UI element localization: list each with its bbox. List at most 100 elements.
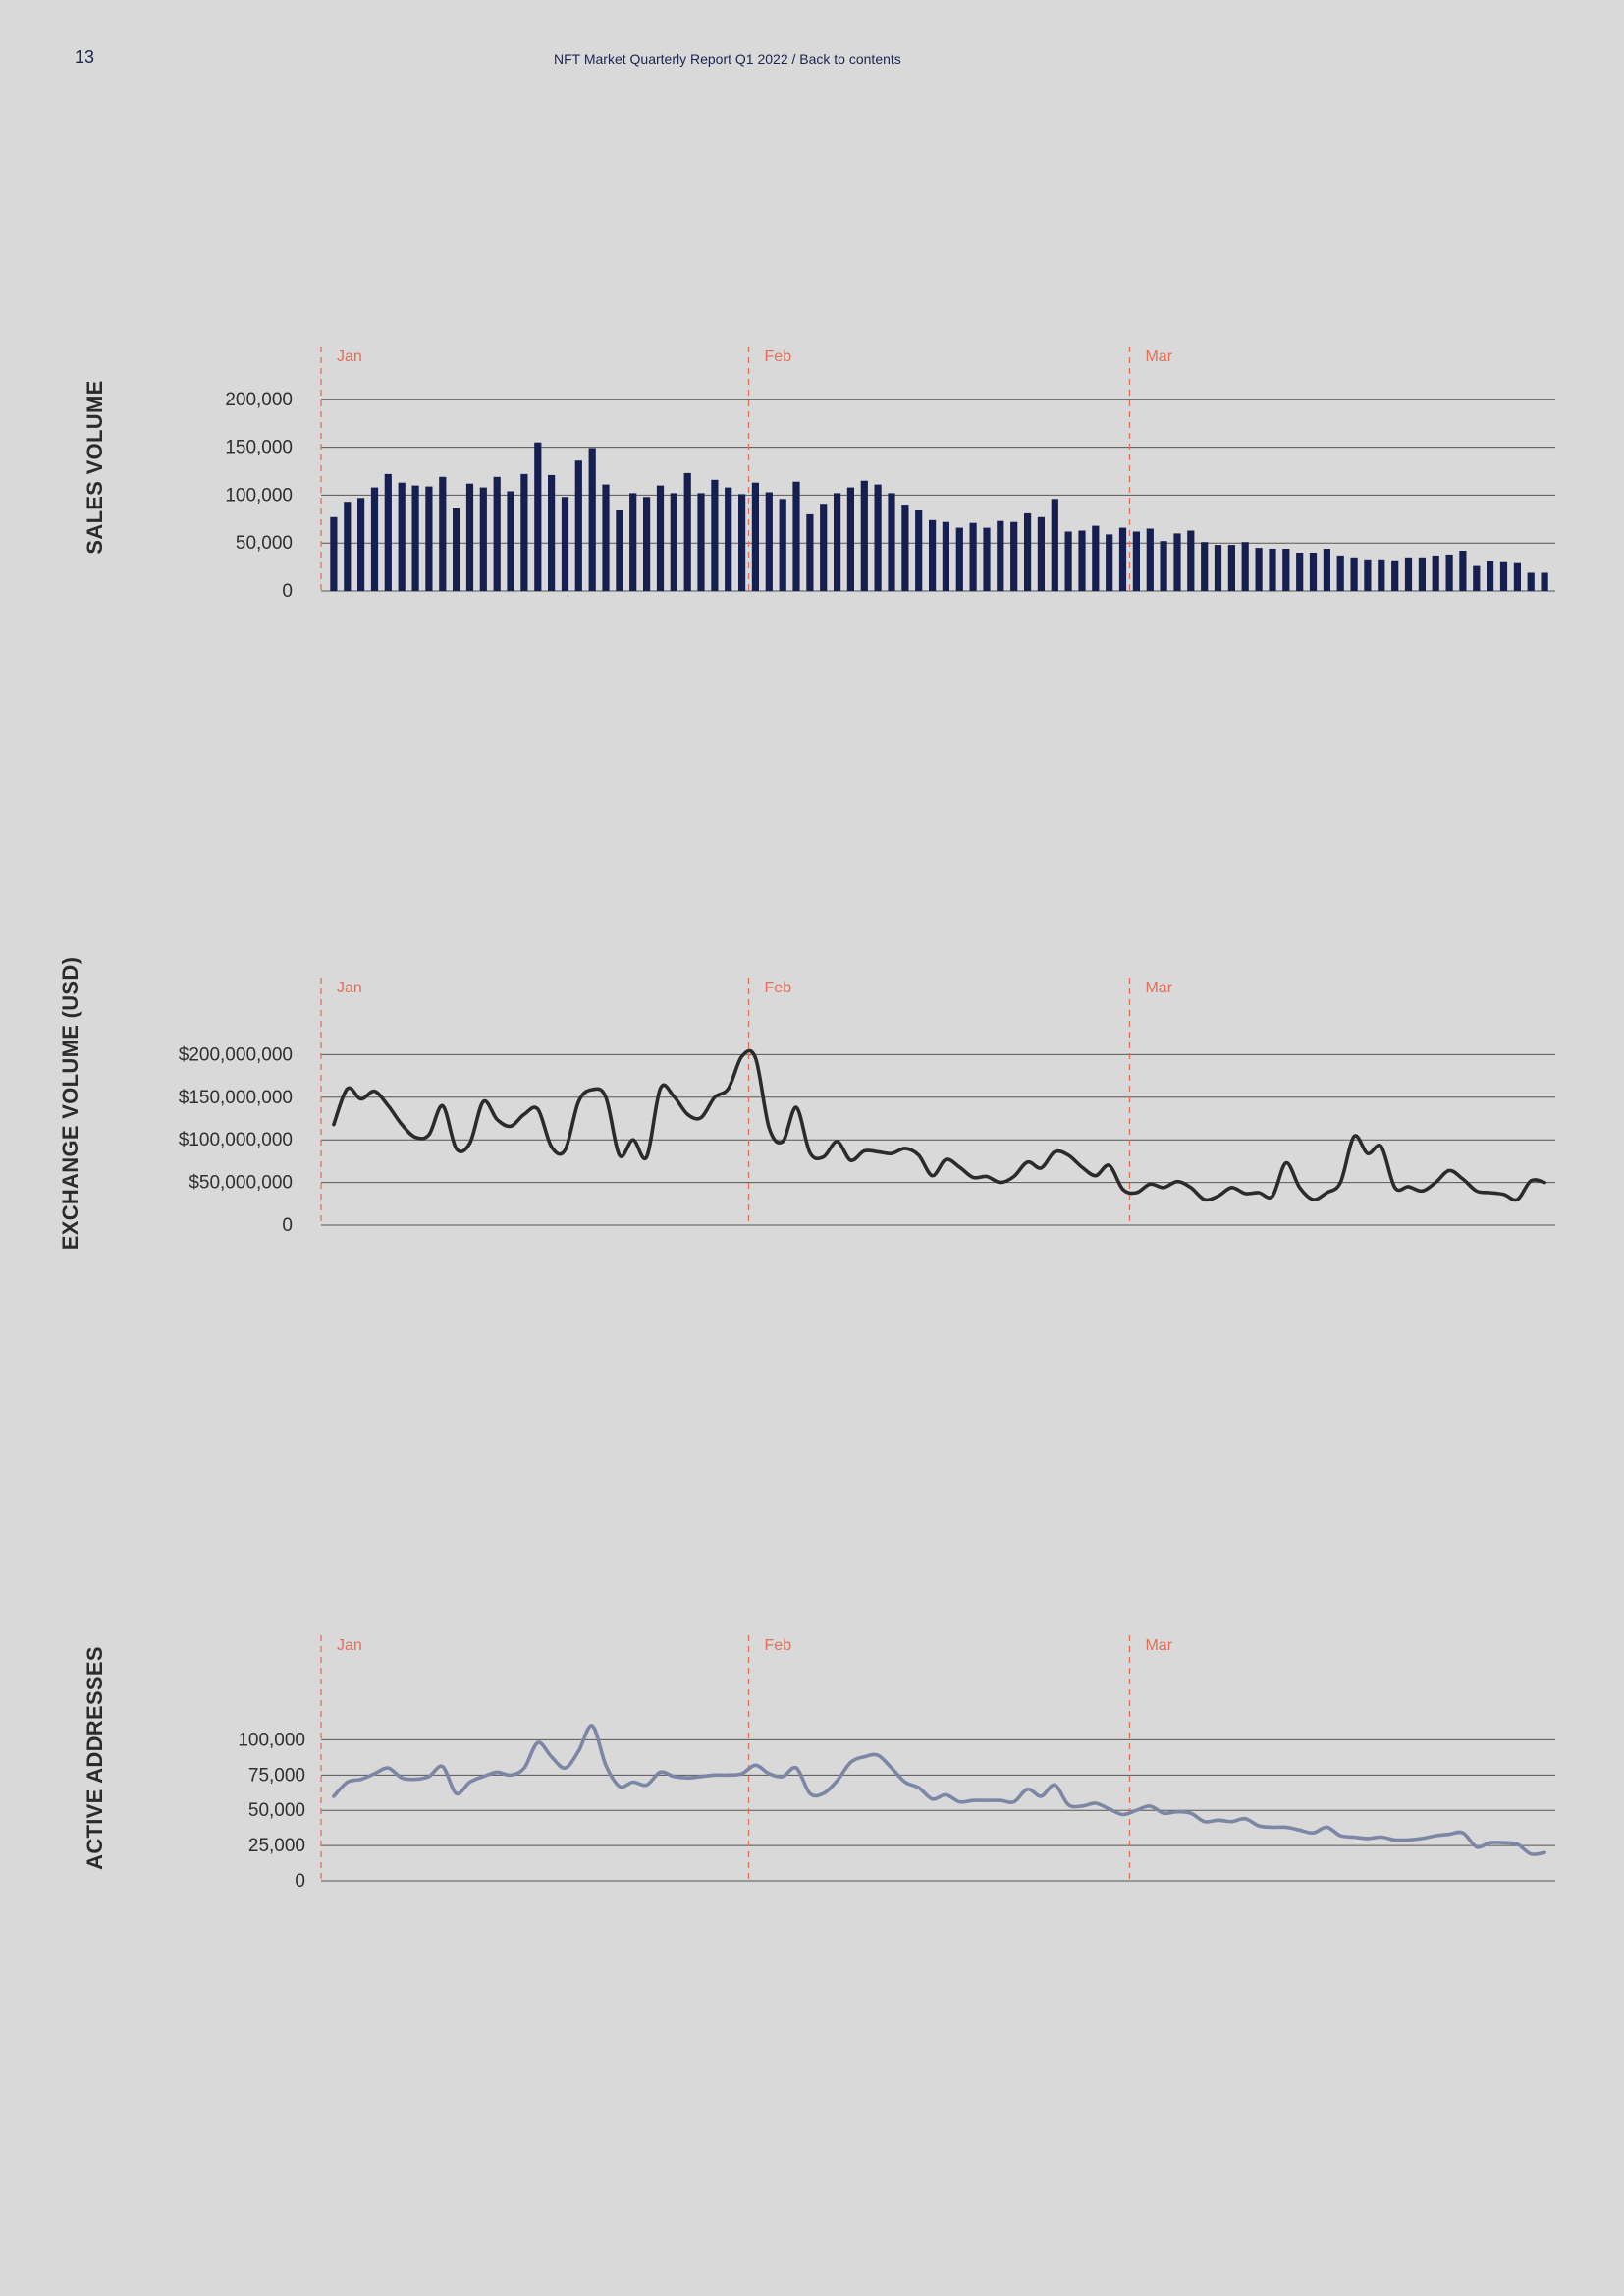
bar [493, 476, 501, 591]
month-label: Mar [1145, 980, 1172, 996]
bar [969, 522, 977, 591]
bar [1391, 560, 1399, 591]
bar [357, 498, 365, 591]
bar [1296, 553, 1304, 591]
bar [1459, 551, 1467, 591]
bar [1106, 534, 1113, 591]
bar [915, 510, 923, 591]
bar [1418, 557, 1426, 591]
month-label: Feb [765, 348, 792, 365]
y-tick-label: 0 [282, 1215, 293, 1236]
bar [888, 493, 895, 591]
bar [1527, 572, 1535, 591]
bar [860, 480, 868, 591]
bar [425, 486, 433, 591]
bar [1078, 530, 1086, 591]
bar [643, 497, 651, 591]
bar [1227, 545, 1235, 591]
bar [629, 493, 637, 591]
bar [1201, 542, 1209, 591]
bar [439, 476, 447, 591]
month-label: Jan [337, 1637, 362, 1654]
bar [548, 474, 556, 591]
bar [1064, 531, 1072, 591]
bar [1255, 548, 1263, 591]
exchange-line [332, 1048, 1546, 1202]
y-tick-label: 50,000 [248, 1800, 305, 1821]
bar [1132, 531, 1140, 591]
bar [997, 520, 1004, 591]
bar [1010, 521, 1018, 591]
bar [738, 494, 746, 591]
sales-volume-chart: SALES VOLUME 0 50,000 100,000 150,000 200,00… [0, 314, 1624, 609]
bar [779, 499, 786, 591]
bar [1378, 559, 1385, 591]
bar [765, 492, 773, 591]
bar [574, 460, 582, 591]
bar [874, 484, 882, 591]
month-label: Jan [337, 348, 362, 365]
bar [1309, 553, 1318, 591]
bar [561, 497, 569, 591]
bar [1173, 533, 1181, 591]
bar [929, 519, 937, 591]
bar [1024, 512, 1032, 591]
bar [942, 521, 949, 591]
bar [453, 508, 460, 591]
bar [1160, 541, 1167, 591]
bar [398, 482, 406, 591]
bar [656, 485, 665, 591]
month-label: Jan [337, 980, 362, 996]
bar [1146, 528, 1154, 591]
bar [901, 505, 909, 591]
bar [751, 482, 759, 591]
running-head-link[interactable]: NFT Market Quarterly Report Q1 2022 / Ba… [554, 51, 901, 67]
bar [846, 487, 854, 591]
bar [1187, 530, 1195, 591]
y-tick-label: 150,000 [225, 438, 293, 458]
bar [792, 481, 800, 591]
y-tick-label: 0 [295, 1871, 305, 1892]
bar [384, 473, 392, 591]
bar [670, 493, 677, 591]
bar [834, 493, 841, 591]
exchange-volume-chart: EXCHANGE VOLUME (USD) 0 $50,000,000 $100,0… [0, 942, 1624, 1256]
y-tick-label: $200,000,000 [179, 1044, 293, 1065]
bar [1364, 559, 1372, 591]
bar [465, 483, 474, 591]
bar [507, 491, 514, 591]
exchange-volume-plot: 0 $50,000,000 $100,000,000 $150,000,000 $200… [179, 978, 1555, 1236]
bar [330, 516, 338, 591]
bar [602, 484, 610, 591]
addresses-line [332, 1724, 1546, 1856]
bar [1404, 557, 1413, 591]
bar [1473, 565, 1481, 591]
bar [725, 487, 732, 591]
month-label: Mar [1145, 348, 1172, 365]
bar [1323, 549, 1330, 591]
bar [711, 479, 719, 591]
bar [955, 527, 963, 591]
active-addresses-plot: 0 25,000 50,000 75,000 100,000 Jan Feb Mar [238, 1635, 1555, 1892]
y-tick-label: 100,000 [225, 485, 293, 506]
bar [1269, 549, 1276, 591]
bar [1432, 555, 1439, 591]
sales-volume-plot: 0 50,000 100,000 150,000 200,000 Jan Feb Mar [225, 347, 1555, 602]
bar [1092, 525, 1100, 591]
y-tick-label: 100,000 [238, 1730, 305, 1750]
bar [697, 493, 705, 591]
bar [1336, 555, 1344, 591]
y-tick-label: $50,000,000 [189, 1173, 293, 1194]
bar [479, 487, 487, 591]
y-tick-label: 25,000 [248, 1836, 305, 1856]
month-label: Mar [1145, 1637, 1172, 1654]
y-tick-label: 75,000 [248, 1765, 305, 1786]
active-addresses-chart: ACTIVE ADDRESSES 0 25,000 50,000 75,000 100,… [0, 1600, 1624, 1924]
bar [1282, 549, 1290, 591]
bar [534, 442, 542, 591]
bar [370, 487, 379, 591]
bar [1037, 516, 1045, 591]
bar [1487, 561, 1494, 591]
bar [520, 473, 528, 591]
bar [983, 527, 991, 591]
